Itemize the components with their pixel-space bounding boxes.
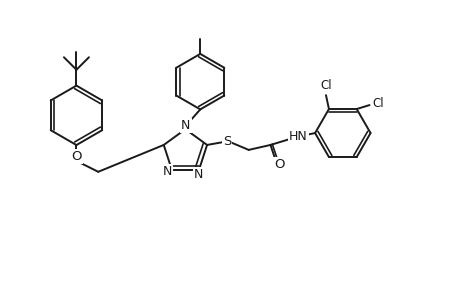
Text: Cl: Cl bbox=[372, 97, 383, 110]
Text: O: O bbox=[71, 150, 82, 164]
Text: N: N bbox=[181, 119, 190, 132]
Text: N: N bbox=[162, 165, 172, 178]
Text: O: O bbox=[274, 158, 284, 171]
Text: HN: HN bbox=[288, 130, 307, 142]
Text: N: N bbox=[194, 168, 203, 182]
Text: Cl: Cl bbox=[319, 79, 331, 92]
Text: S: S bbox=[222, 136, 230, 148]
